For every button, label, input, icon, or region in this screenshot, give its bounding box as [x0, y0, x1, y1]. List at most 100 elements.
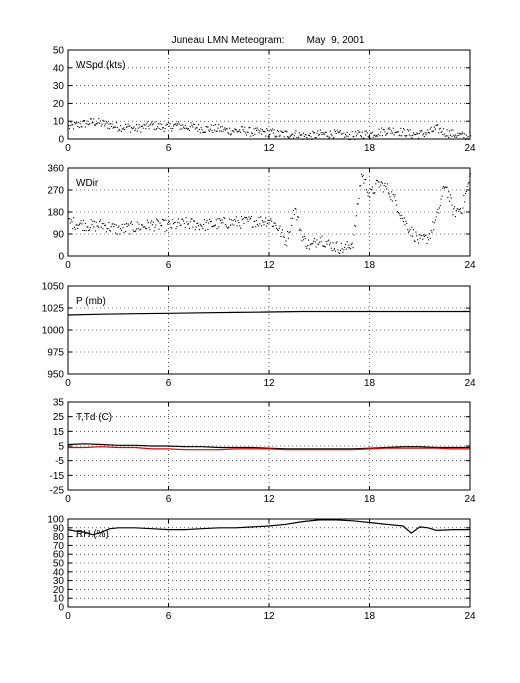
wdir-data-point [271, 225, 273, 227]
wdir-data-point [90, 219, 92, 221]
wspd-data-point [263, 130, 265, 132]
wspd-data-point [141, 125, 143, 127]
wdir-data-point [268, 222, 270, 224]
wspd-data-point [78, 127, 80, 129]
pressure-y-tick-label: 975 [47, 348, 64, 359]
wdir-data-point [433, 229, 435, 231]
wspd-data-point [73, 128, 75, 130]
wdir-data-point [448, 191, 450, 193]
wdir-data-point [83, 230, 85, 232]
wdir-data-point [158, 228, 160, 230]
wspd-data-point [365, 130, 367, 132]
wdir-data-point [251, 226, 253, 228]
wspd-data-point [370, 132, 372, 134]
wdir-data-point [240, 216, 242, 218]
wspd-data-point [255, 127, 257, 129]
wspd-data-point [191, 124, 193, 126]
wspd-data-point [351, 131, 353, 133]
wdir-data-point [263, 224, 265, 226]
wdir-data-point [389, 196, 391, 198]
wdir-data-point [461, 212, 463, 214]
wdir-data-point [362, 174, 364, 176]
wdir-data-point [78, 223, 80, 225]
wdir-data-point [443, 186, 445, 188]
wdir-data-point [172, 219, 174, 221]
wdir-data-point [367, 195, 369, 197]
wspd-data-point [203, 131, 205, 133]
wdir-data-point [137, 228, 139, 230]
wdir-data-point [262, 221, 264, 223]
wspd-data-point [335, 132, 337, 134]
wdir-data-point [143, 226, 145, 228]
wdir-data-point [204, 219, 206, 221]
wdir-data-point [110, 226, 112, 228]
wspd-data-point [158, 127, 160, 129]
wspd-data-point [378, 128, 380, 130]
wdir-data-point [168, 220, 170, 222]
wspd-data-point [423, 136, 425, 138]
wdir-data-point [103, 223, 105, 225]
wspd-data-point [120, 130, 122, 132]
wspd-data-point [413, 133, 415, 135]
wspd-data-point [200, 127, 202, 129]
wdir-data-point [183, 220, 185, 222]
wspd-data-point [387, 128, 389, 130]
wspd-data-point [110, 123, 112, 125]
wdir-data-point [241, 219, 243, 221]
wdir-data-point [74, 228, 76, 230]
wspd-data-point [275, 136, 277, 138]
wdir-data-point [463, 195, 465, 197]
wdir-data-point [410, 235, 412, 237]
wspd-data-point [81, 126, 83, 128]
wdir-data-point [243, 222, 245, 224]
wdir-data-point [395, 200, 397, 202]
wspd-data-point [96, 123, 98, 125]
wspd-data-point [365, 134, 367, 136]
wdir-data-point [267, 219, 269, 221]
wspd-data-point [212, 131, 214, 133]
wdir-data-point [408, 230, 410, 232]
wspd-data-point [112, 127, 114, 129]
wspd-data-point [329, 130, 331, 132]
wspd-data-point [148, 128, 150, 130]
wdir-data-point [406, 222, 408, 224]
wdir-data-point [130, 221, 132, 223]
wdir-data-point [365, 179, 367, 181]
wspd-data-point [226, 128, 228, 130]
wspd-data-point [165, 124, 167, 126]
wdir-data-point [141, 224, 143, 226]
wdir-data-point [275, 225, 277, 227]
wspd-data-point [360, 136, 362, 138]
wspd-data-point [68, 128, 70, 130]
wspd-data-point [136, 130, 138, 132]
wdir-data-point [127, 223, 129, 225]
pressure-x-tick-label: 6 [166, 378, 172, 389]
wdir-data-point [162, 218, 164, 220]
wspd-data-point [82, 120, 84, 122]
wdir-data-point [182, 218, 184, 220]
temperature-y-tick-label: 25 [53, 412, 65, 423]
wdir-data-point [290, 217, 292, 219]
wdir-data-point [368, 192, 370, 194]
wdir-data-point [94, 230, 96, 232]
wspd-data-point [118, 128, 120, 130]
wspd-data-point [105, 120, 107, 122]
wdir-data-point [375, 183, 377, 185]
wdir-data-point [278, 227, 280, 229]
wspd-data-point [241, 126, 243, 128]
wdir-data-point [291, 224, 293, 226]
wdir-data-point [189, 221, 191, 223]
wdir-data-point [315, 246, 317, 248]
wdir-data-point [185, 217, 187, 219]
wspd-data-point [147, 125, 149, 127]
wdir-data-point [177, 218, 179, 220]
wdir-data-point [145, 228, 147, 230]
wdir-data-point [308, 239, 310, 241]
wdir-data-point [391, 191, 393, 193]
wdir-data-point [285, 240, 287, 242]
wspd-data-point [465, 134, 467, 136]
wdir-data-point [129, 233, 131, 235]
wspd-data-point [451, 135, 453, 137]
wdir-data-point [134, 231, 136, 233]
wspd-data-point [115, 126, 117, 128]
